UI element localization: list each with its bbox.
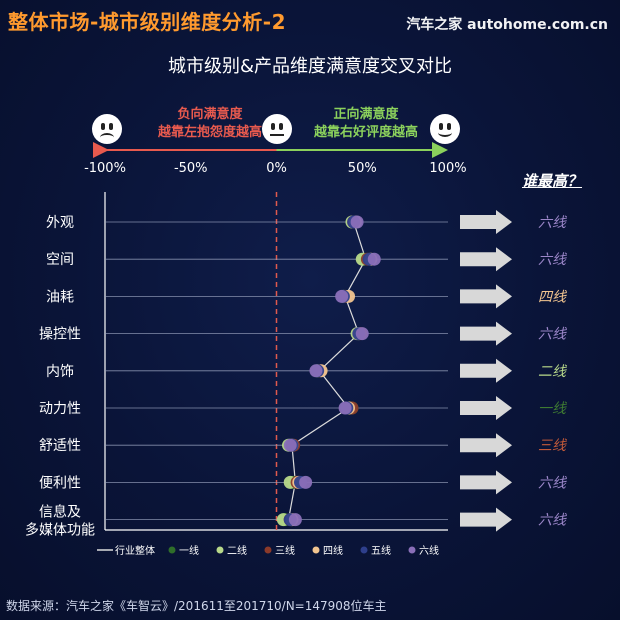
- data-point-六线: [355, 327, 369, 341]
- legend-label: 一线: [179, 544, 199, 557]
- legend-label: 行业整体: [115, 544, 155, 557]
- neutral-face-icon: [262, 114, 292, 144]
- negative-scale-label: 负向满意度 越靠左抱怨度越高: [140, 106, 280, 142]
- x-tick-label: 50%: [348, 161, 377, 176]
- legend-swatch-六线: [408, 546, 416, 554]
- legend-swatch-四线: [312, 546, 320, 554]
- legend-label: 五线: [371, 544, 391, 557]
- who-highest-heading: 谁最高？: [522, 172, 583, 190]
- winner-label: 六线: [538, 513, 568, 529]
- winner-arrow-icon: [460, 396, 512, 420]
- winner-arrow-icon: [460, 321, 512, 346]
- chart-subtitle: 城市级别&产品维度满意度交叉对比: [167, 56, 453, 77]
- category-label: 油耗: [46, 289, 74, 305]
- winner-label: 四线: [538, 289, 568, 305]
- category-label: 外观: [46, 215, 74, 231]
- winner-label: 六线: [538, 327, 568, 343]
- winner-arrow-icon: [460, 284, 512, 309]
- category-label-line: 内饰: [46, 364, 74, 380]
- category-label-line: 多媒体功能: [25, 522, 95, 539]
- data-point-六线: [299, 475, 313, 489]
- data-source-footer: 数据来源：汽车之家《车智云》/201611至201710/N=147908位车主: [6, 599, 387, 613]
- legend-label: 四线: [323, 544, 343, 557]
- category-label: 便利性: [39, 475, 81, 491]
- data-point-六线: [288, 513, 302, 527]
- legend-label: 三线: [275, 544, 295, 557]
- positive-scale-label: 正向满意度 越靠右好评度越高: [296, 106, 436, 142]
- winner-arrow-icon: [460, 507, 512, 532]
- category-label: 动力性: [39, 401, 81, 417]
- category-label: 操控性: [39, 327, 81, 343]
- autohome-logo: 汽车之家 autohome.com.cn: [406, 17, 608, 33]
- category-label-line: 动力性: [39, 401, 81, 417]
- winner-arrow-icon: [460, 210, 512, 234]
- data-point-六线: [338, 401, 352, 415]
- negative-label-title: 负向满意度: [177, 107, 243, 122]
- winner-label: 六线: [538, 215, 568, 231]
- legend-swatch-二线: [216, 546, 224, 554]
- sad-face-icon: [92, 114, 122, 144]
- data-point-六线: [335, 289, 349, 303]
- x-tick-label: -50%: [174, 161, 208, 176]
- category-label: 信息及多媒体功能: [25, 504, 95, 539]
- winner-label: 二线: [538, 364, 568, 380]
- happy-face-icon: [430, 114, 460, 144]
- data-point-六线: [367, 252, 381, 266]
- category-label: 舒适性: [39, 438, 81, 454]
- winner-label: 三线: [538, 438, 568, 454]
- winner-arrow-icon: [460, 470, 512, 495]
- positive-label-desc: 越靠右好评度越高: [313, 125, 418, 140]
- winner-arrow-icon: [460, 433, 512, 458]
- legend-label: 二线: [227, 544, 247, 557]
- category-label-line: 舒适性: [39, 438, 81, 454]
- winner-arrow-icon: [460, 247, 512, 272]
- negative-label-desc: 越靠左抱怨度越高: [157, 125, 262, 140]
- category-label-line: 操控性: [39, 327, 81, 343]
- category-label: 内饰: [46, 364, 74, 380]
- category-label-line: 便利性: [39, 475, 81, 491]
- winner-arrow-icon: [460, 358, 512, 383]
- x-tick-label: 100%: [429, 161, 466, 176]
- data-point-六线: [350, 215, 364, 229]
- category-label-line: 信息及: [39, 504, 81, 521]
- legend-swatch-五线: [360, 546, 368, 554]
- positive-label-title: 正向满意度: [333, 107, 399, 122]
- data-point-六线: [309, 364, 323, 378]
- category-label-line: 空间: [46, 252, 74, 268]
- page-title: 整体市场-城市级别维度分析-2: [8, 10, 287, 34]
- x-tick-label: -100%: [84, 161, 126, 176]
- legend-label: 六线: [419, 544, 439, 557]
- winner-label: 六线: [538, 475, 568, 491]
- legend-swatch-三线: [264, 546, 272, 554]
- winner-label: 一线: [538, 401, 568, 417]
- data-point-六线: [283, 438, 297, 452]
- category-label-line: 油耗: [46, 289, 74, 305]
- category-label: 空间: [46, 252, 74, 268]
- x-tick-label: 0%: [266, 161, 287, 176]
- category-label-line: 外观: [46, 215, 74, 231]
- legend-swatch-一线: [168, 546, 176, 554]
- winner-label: 六线: [538, 252, 568, 268]
